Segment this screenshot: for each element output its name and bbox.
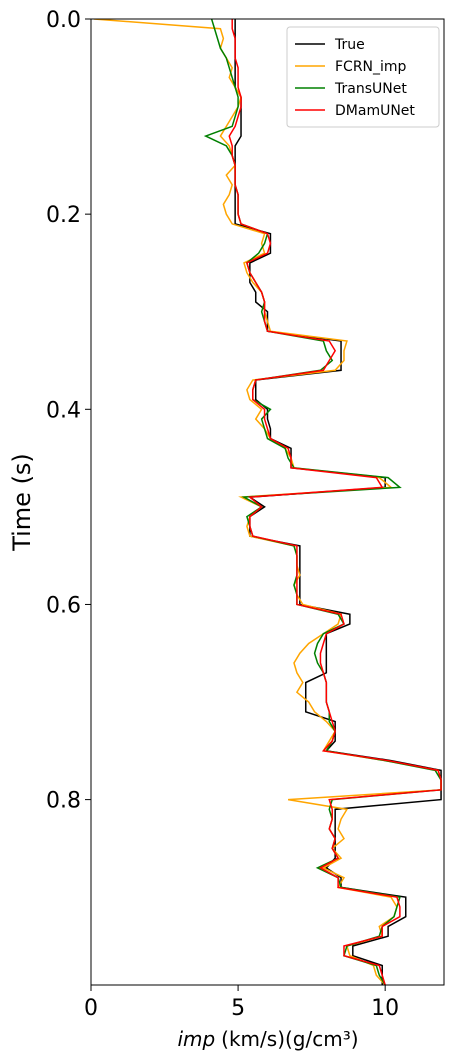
value-axis-label: imp (km/s)(g/cm³) <box>177 1027 358 1051</box>
value-axis-unit: (km/s)(g/cm³) <box>221 1027 358 1051</box>
legend-label: FCRN_imp <box>335 59 407 75</box>
series-line <box>93 19 442 985</box>
time-tick-label: 0.4 <box>46 398 81 423</box>
value-axis-symbol: imp <box>177 1027 215 1051</box>
plot-frame <box>90 18 445 986</box>
time-tick-label: 0.8 <box>46 789 81 814</box>
series-line <box>234 19 442 985</box>
value-tick-label: 0 <box>84 996 98 1021</box>
series-line <box>228 19 442 985</box>
legend-label: TransUNet <box>334 81 407 97</box>
legend-label: True <box>334 37 365 53</box>
series-line <box>203 19 442 985</box>
time-axis-label: Time (s) <box>8 453 36 552</box>
legend-label: DMamUNet <box>335 103 415 119</box>
time-tick-label: 0.2 <box>46 203 81 228</box>
value-tick-label: 10 <box>371 996 399 1021</box>
value-tick-label: 5 <box>231 996 245 1021</box>
time-tick-label: 0.6 <box>46 593 81 618</box>
time-tick-label: 0.0 <box>46 8 81 33</box>
legend-box <box>286 26 440 128</box>
